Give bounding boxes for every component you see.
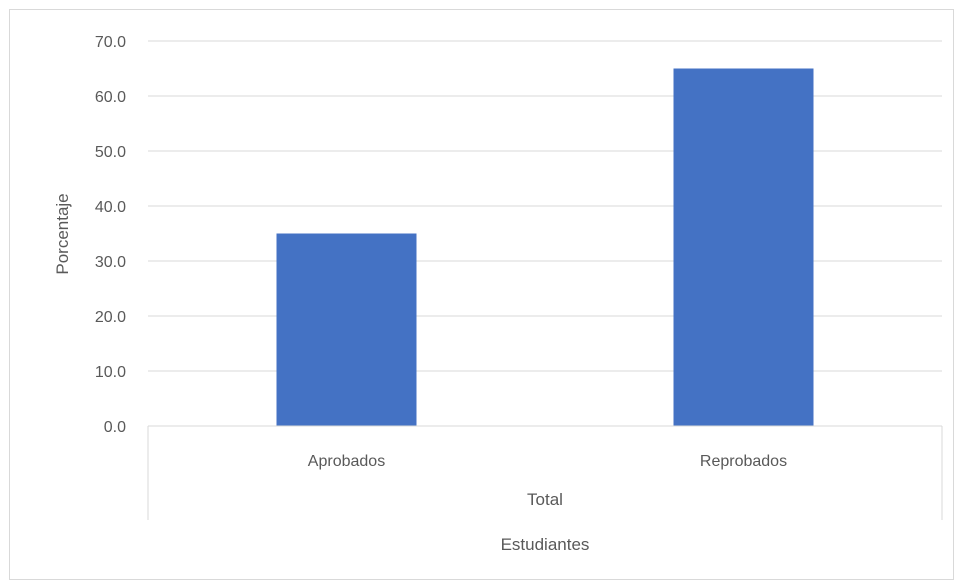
category-group-label: Total (527, 490, 563, 509)
y-tick-label: 70.0 (95, 34, 126, 51)
y-tick-label: 10.0 (95, 364, 126, 381)
y-tick-label: 0.0 (104, 419, 126, 436)
y-tick-label: 40.0 (95, 199, 126, 216)
bar-reprobados (673, 68, 814, 426)
bar-aprobados (276, 233, 417, 426)
category-axis: Aprobados Reprobados (147, 425, 943, 520)
y-axis-title: Porcentaje (53, 193, 72, 274)
gridlines (148, 40, 942, 427)
y-tick-labels: 0.0 10.0 20.0 30.0 40.0 50.0 60.0 70.0 (95, 34, 126, 436)
y-tick-label: 60.0 (95, 89, 126, 106)
y-tick-label: 20.0 (95, 309, 126, 326)
x-tick-label: Reprobados (700, 453, 787, 470)
x-axis-title: Estudiantes (501, 535, 590, 554)
y-tick-label: 30.0 (95, 254, 126, 271)
x-tick-label: Aprobados (308, 453, 385, 470)
bars (276, 68, 814, 426)
y-tick-label: 50.0 (95, 144, 126, 161)
